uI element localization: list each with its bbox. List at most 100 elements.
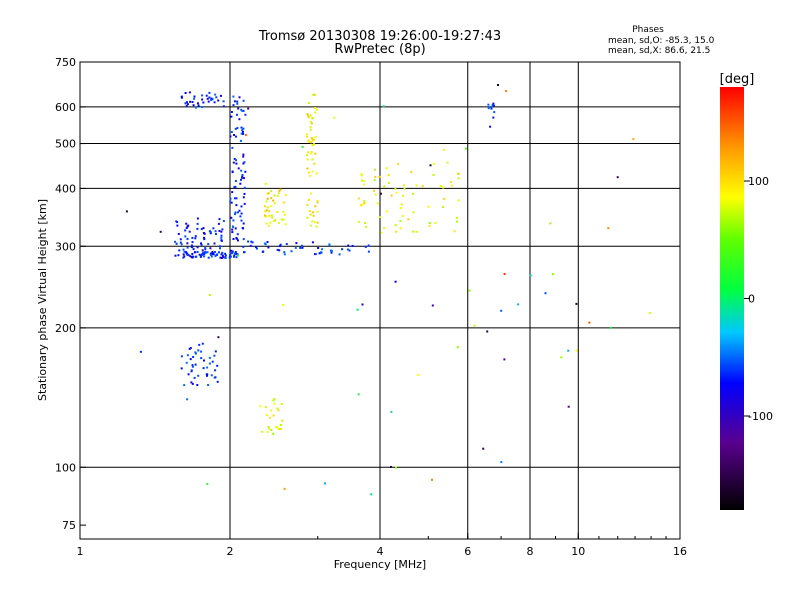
data-point (228, 256, 231, 259)
data-point (200, 242, 202, 245)
data-point (213, 354, 216, 357)
data-point (457, 177, 460, 180)
data-point (314, 152, 317, 155)
data-point (206, 373, 209, 376)
data-point (233, 252, 236, 255)
data-point (309, 128, 312, 131)
data-point (175, 242, 178, 245)
data-point (190, 369, 193, 372)
data-point (443, 197, 446, 200)
data-point (186, 101, 188, 104)
data-point (229, 135, 232, 138)
data-point (242, 227, 245, 230)
data-point (491, 104, 494, 107)
data-point (236, 211, 239, 214)
data-point (206, 374, 208, 377)
data-point (177, 233, 180, 235)
data-point (235, 197, 238, 200)
data-point (233, 254, 236, 257)
colorbar-tick-label: 100 (748, 175, 769, 188)
data-point (224, 252, 227, 255)
data-point (185, 222, 188, 225)
data-point (221, 228, 224, 231)
data-point (311, 139, 314, 142)
data-point (213, 242, 216, 245)
data-point (232, 104, 235, 107)
data-point (242, 196, 245, 199)
data-point (201, 249, 204, 252)
data-point (241, 176, 244, 179)
data-point (277, 192, 280, 195)
data-point (194, 106, 197, 109)
data-point (187, 253, 190, 256)
y-axis-label: Stationary phase Virtual Height [km] (36, 199, 49, 401)
data-point (269, 416, 271, 419)
data-point (560, 356, 563, 359)
y-tick-label: 100 (55, 461, 76, 474)
data-point (360, 173, 363, 176)
data-point (159, 230, 162, 233)
data-point (235, 204, 238, 207)
data-point (237, 239, 239, 242)
data-point (363, 200, 366, 203)
data-point (208, 356, 211, 359)
data-point (456, 346, 459, 349)
data-point (201, 106, 204, 108)
data-point (235, 135, 237, 138)
x-axis-label: Frequency [MHz] (334, 558, 426, 571)
data-point (238, 209, 241, 212)
data-point (230, 249, 233, 252)
data-point (240, 212, 243, 215)
data-point (588, 321, 591, 324)
data-point (390, 410, 393, 413)
data-point (196, 246, 199, 249)
data-point (649, 312, 651, 314)
data-point (200, 243, 203, 246)
data-point (197, 104, 200, 107)
data-point (206, 97, 209, 100)
data-point (247, 107, 250, 110)
data-point (204, 250, 207, 253)
colorbar-tick-label: 0 (748, 293, 755, 306)
data-point (278, 190, 281, 193)
data-point (395, 230, 398, 233)
data-point (207, 256, 210, 259)
data-point (268, 214, 271, 217)
data-point (295, 242, 298, 245)
data-point (283, 253, 286, 256)
data-point (489, 125, 492, 128)
data-point (221, 254, 224, 257)
data-point (241, 175, 244, 178)
data-point (487, 107, 490, 110)
data-point (283, 251, 286, 254)
data-point (217, 336, 220, 339)
data-point (306, 135, 308, 138)
data-point (333, 116, 336, 119)
data-point (183, 255, 186, 258)
data-point (213, 101, 216, 104)
data-point (294, 246, 297, 249)
data-point (356, 308, 359, 311)
data-point (250, 240, 253, 243)
data-point (311, 144, 314, 146)
data-point (242, 245, 245, 248)
data-point (261, 251, 264, 253)
data-point (380, 231, 383, 234)
data-point (196, 217, 199, 220)
data-point (312, 214, 315, 217)
data-point (243, 161, 246, 164)
data-point (276, 426, 279, 429)
data-point (217, 222, 220, 225)
data-point (357, 197, 360, 200)
data-point (218, 218, 221, 221)
data-point (244, 170, 247, 173)
data-point (211, 250, 214, 253)
data-point (311, 158, 314, 161)
data-point (194, 352, 197, 355)
data-point (311, 170, 314, 173)
data-point (492, 116, 495, 119)
data-point (198, 253, 201, 256)
data-point (362, 180, 365, 183)
data-point (266, 431, 269, 434)
data-point (265, 200, 268, 203)
